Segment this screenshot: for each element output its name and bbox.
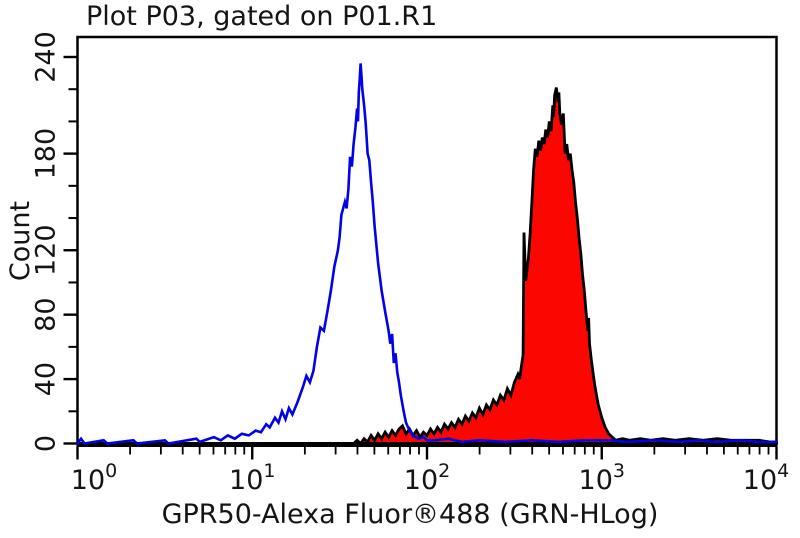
y-tick-label: 240 (31, 31, 62, 83)
y-tick-label: 40 (31, 362, 62, 396)
red-filled-histogram (77, 87, 778, 446)
y-tick-label: 80 (31, 297, 62, 331)
x-tick-label: 103 (579, 460, 625, 496)
y-tick-label: 120 (31, 224, 62, 276)
plot-frame (76, 35, 778, 445)
y-tick-label: 0 (31, 435, 62, 452)
x-tick-label: 101 (229, 460, 275, 496)
x-tick-label: 104 (743, 460, 789, 496)
plot-title: Plot P03, gated on P01.R1 (86, 1, 438, 32)
blue-open-histogram (76, 63, 778, 445)
y-tick-label: 180 (31, 128, 62, 180)
x-tick-label: 100 (71, 460, 117, 496)
x-axis-label: GPR50-Alexa Fluor®488 (GRN-HLog) (161, 499, 659, 530)
x-tick-label: 102 (404, 460, 450, 496)
